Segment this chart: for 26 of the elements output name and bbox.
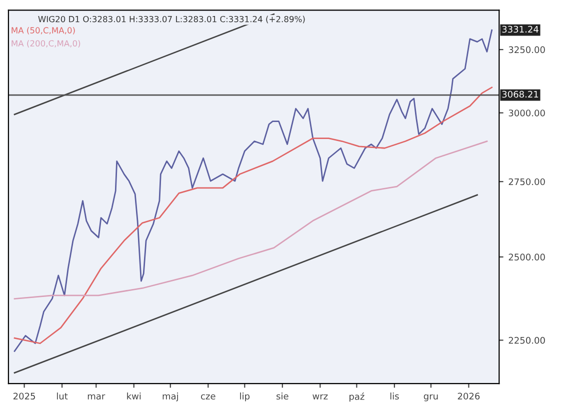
x-tick-label: wrz <box>312 394 328 400</box>
text: WIG20 D1 O:3283.01 H:3333.07 L:3283.01 C:3331.24 (+2.89%) <box>38 16 305 24</box>
text: MA (50,C,MA,0) <box>12 27 75 34</box>
annotation: 3331.24 <box>502 26 538 33</box>
y-tick-label: 2750.00 <box>508 178 545 186</box>
x-tick-label: cze <box>201 394 216 400</box>
line-series <box>14 140 488 300</box>
line-series <box>14 29 493 352</box>
x-tick-label: 2025 <box>13 392 35 400</box>
line-series <box>14 86 493 344</box>
x-tick-label: lis <box>390 392 399 400</box>
y-tick-label: 2250.00 <box>508 336 545 344</box>
x-tick-label: lip <box>240 392 250 402</box>
x-tick-label: paź <box>350 392 364 402</box>
x-tick-label: lut <box>57 392 68 400</box>
x-tick-label: kwi <box>127 392 141 400</box>
x-tick-label: mar <box>88 394 106 400</box>
text: MA (200,C,MA,0) <box>12 40 80 48</box>
y-tick-label: 3000.00 <box>508 110 545 116</box>
y-tick-label: 2500.00 <box>508 254 545 260</box>
y-tick-label: 3250.00 <box>508 46 545 54</box>
x-tick-label: 2026 <box>458 392 480 400</box>
x-tick-label: maj <box>162 392 178 402</box>
x-tick-label: sie <box>276 392 288 400</box>
x-tick-label: gru <box>424 394 438 402</box>
ref-line-label: 3068.21 <box>502 90 538 98</box>
